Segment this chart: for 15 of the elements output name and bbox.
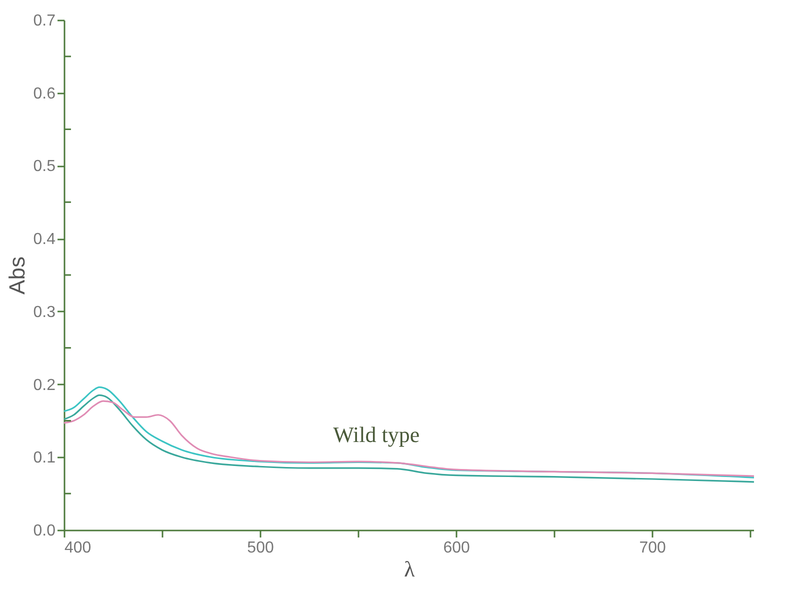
y-tick-label: 0.0: [33, 522, 56, 540]
y-tick-label: 0.6: [33, 85, 56, 102]
annotation: Wild type: [333, 422, 420, 448]
y-tick-label: 0.5: [33, 158, 56, 176]
x-tick-label: 600: [443, 540, 470, 556]
y-tick-label: 0.3: [33, 304, 56, 321]
x-tick-label: 500: [247, 540, 274, 556]
x-tick-label: 400: [64, 540, 92, 556]
x-tick-label: 700: [639, 540, 666, 556]
x-axis-title: λ: [404, 556, 416, 582]
y-axis-title: Abs: [4, 256, 30, 294]
y-tick-label: 0.2: [33, 376, 56, 394]
y-tick-label: 0.4: [33, 231, 56, 248]
y-tick-label: 0.1: [33, 450, 56, 467]
y-tick-label: 0.7: [33, 12, 56, 30]
